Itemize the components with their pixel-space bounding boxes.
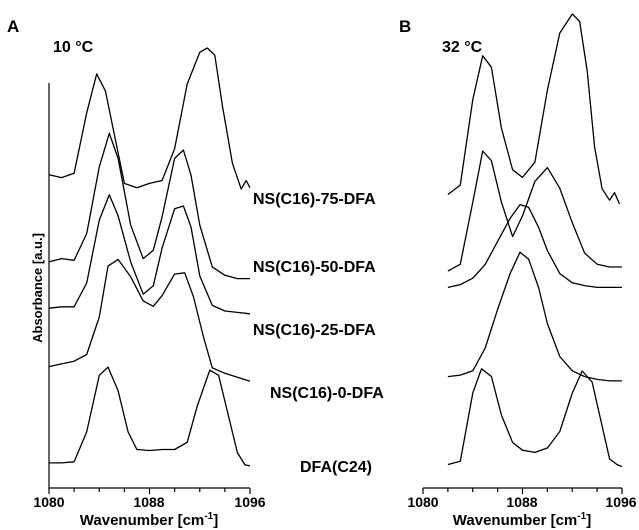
spectrum-b-dfa: [447, 368, 623, 468]
x-title-superscript: -1: [204, 511, 213, 522]
spectrum-a-ns0: [48, 258, 251, 382]
x-title-close: ]: [213, 512, 218, 529]
sample-label-ns0: NS(C16)-0-DFA: [270, 385, 384, 402]
x-title-superscript: -1: [577, 511, 586, 522]
panel-a-tick-1080: 1080: [33, 494, 64, 510]
spectrum-b-ns25: [447, 203, 622, 289]
panel-a-x-axis-title: Wavenumber [cm-1]: [80, 511, 218, 529]
panel-b-tick-1088: 1088: [506, 494, 537, 510]
panel-b-tick-1080: 1080: [407, 494, 438, 510]
x-title-close: ]: [586, 512, 591, 529]
panel-b-letter: B: [399, 17, 411, 36]
panel-b-axes: [422, 487, 623, 494]
panel-a-temperature: 10 °C: [53, 39, 94, 56]
spectrum-b-ns50: [447, 150, 622, 272]
panel-a-tick-1096: 1096: [234, 494, 265, 510]
panel-b-temperature: 32 °C: [442, 39, 483, 56]
panel-b-x-axis-title: Wavenumber [cm-1]: [453, 511, 591, 529]
panel-a-tick-1088: 1088: [133, 494, 164, 510]
panel-b-tick-1096: 1096: [605, 494, 636, 510]
sample-label-ns25: NS(C16)-25-DFA: [253, 322, 376, 339]
spectrum-a-ns75: [48, 47, 251, 190]
sample-label-ns75: NS(C16)-75-DFA: [253, 191, 376, 208]
sample-label-ns50: NS(C16)-50-DFA: [253, 259, 376, 276]
y-axis-title: Absorbance [a.u.]: [30, 233, 45, 343]
spectrum-a-dfa: [49, 366, 251, 467]
spectrum-a-ns50: [48, 132, 250, 280]
panel-a-spectra: [48, 47, 251, 467]
x-title-main: Wavenumber [cm: [453, 512, 577, 529]
x-title-main: Wavenumber [cm: [80, 512, 204, 529]
spectrum-b-ns0: [447, 251, 622, 382]
panel-a-axes: [48, 83, 251, 494]
panel-a-letter: A: [7, 17, 19, 36]
spectrum-b-ns75: [447, 13, 621, 205]
spectrum-a-ns25: [48, 194, 251, 315]
panel-b-spectra: [447, 13, 623, 468]
sample-label-dfa: DFA(C24): [300, 459, 372, 476]
